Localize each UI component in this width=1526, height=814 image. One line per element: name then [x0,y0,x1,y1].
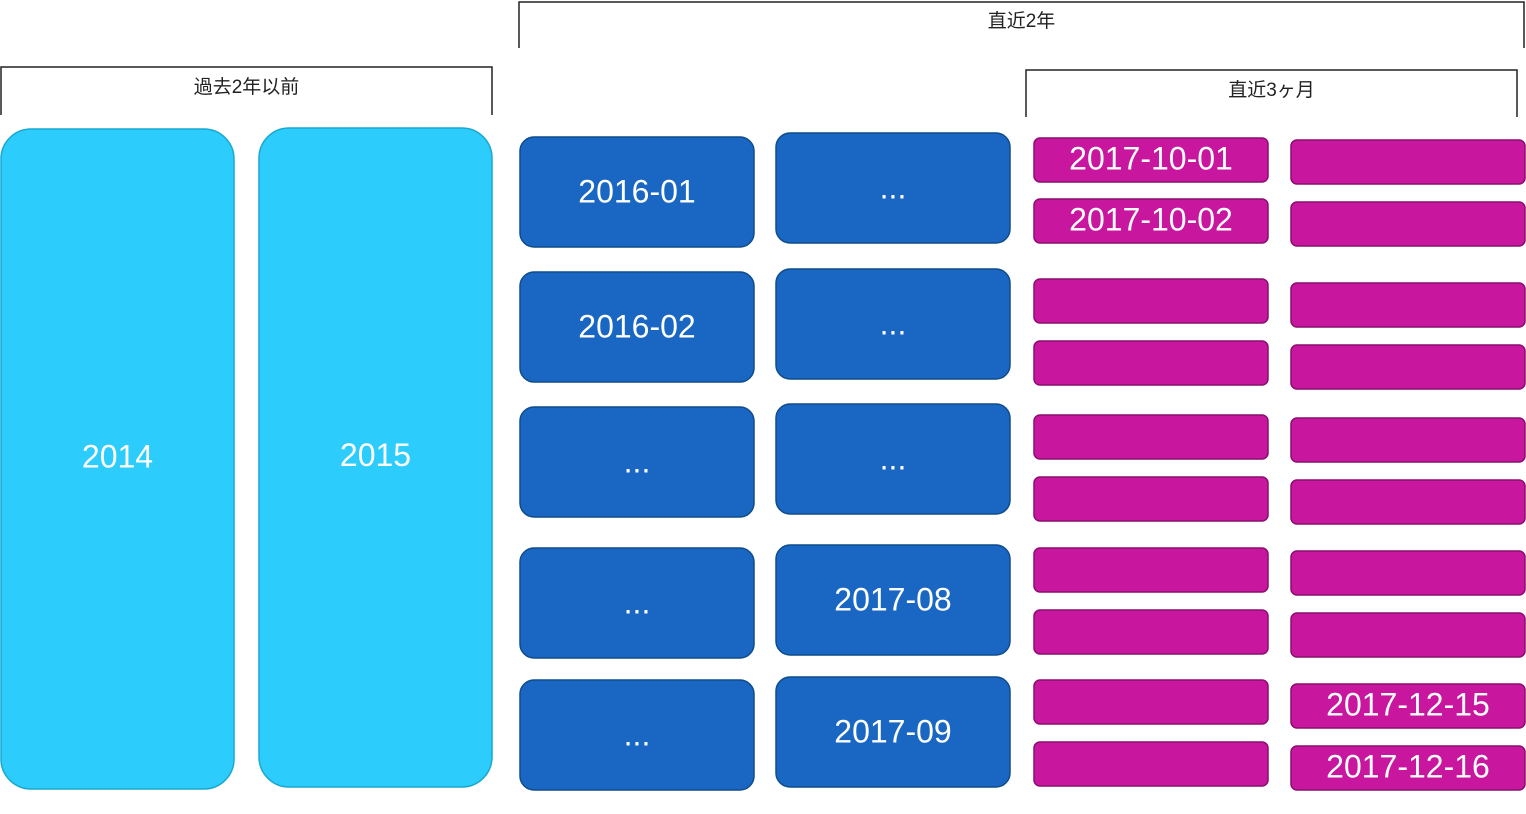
bracket-label: 過去2年以前 [194,76,300,98]
day-box [1290,745,1526,791]
bracket-label: 直近3ヶ月 [1228,79,1315,101]
day-box [1033,547,1269,593]
year-label: 2015 [340,437,411,473]
month-label: ... [624,443,651,479]
bracket [0,66,493,115]
day-box [1033,679,1269,725]
day-box [1290,612,1526,658]
day-box [1290,282,1526,328]
month-box [775,132,1011,244]
day-box [1033,198,1269,244]
day-box [1290,344,1526,390]
month-label: ... [624,716,651,752]
month-box [775,676,1011,788]
month-label: 2016-01 [578,173,695,209]
day-label: 2017-12-16 [1326,748,1490,784]
day-box [1290,417,1526,463]
day-box [1290,201,1526,247]
month-box [519,136,755,248]
day-label: 2017-10-02 [1069,201,1233,237]
month-box [775,268,1011,380]
day-box [1290,683,1526,729]
month-box [519,271,755,383]
month-label: 2017-09 [834,713,951,749]
day-box [1290,139,1526,185]
month-box [775,544,1011,656]
day-box [1033,278,1269,324]
month-label: ... [880,440,907,476]
bracket-label: 直近2年 [988,10,1056,32]
day-box [1033,137,1269,183]
month-label: ... [880,305,907,341]
day-box [1033,414,1269,460]
month-box [519,406,755,518]
month-label: 2017-08 [834,581,951,617]
day-box [1033,476,1269,522]
bracket [1025,69,1518,117]
year-box [258,127,493,788]
year-label: 2014 [82,438,153,474]
month-box [519,679,755,791]
month-box [519,547,755,659]
day-box [1033,340,1269,386]
month-label: ... [880,169,907,205]
month-box [775,403,1011,515]
day-box [1290,479,1526,525]
month-label: 2016-02 [578,308,695,344]
day-label: 2017-12-15 [1326,686,1490,722]
month-label: ... [624,584,651,620]
day-box [1290,550,1526,596]
bracket [518,1,1525,48]
day-label: 2017-10-01 [1069,140,1233,176]
day-box [1033,609,1269,655]
day-box [1033,741,1269,787]
year-box [0,128,235,790]
